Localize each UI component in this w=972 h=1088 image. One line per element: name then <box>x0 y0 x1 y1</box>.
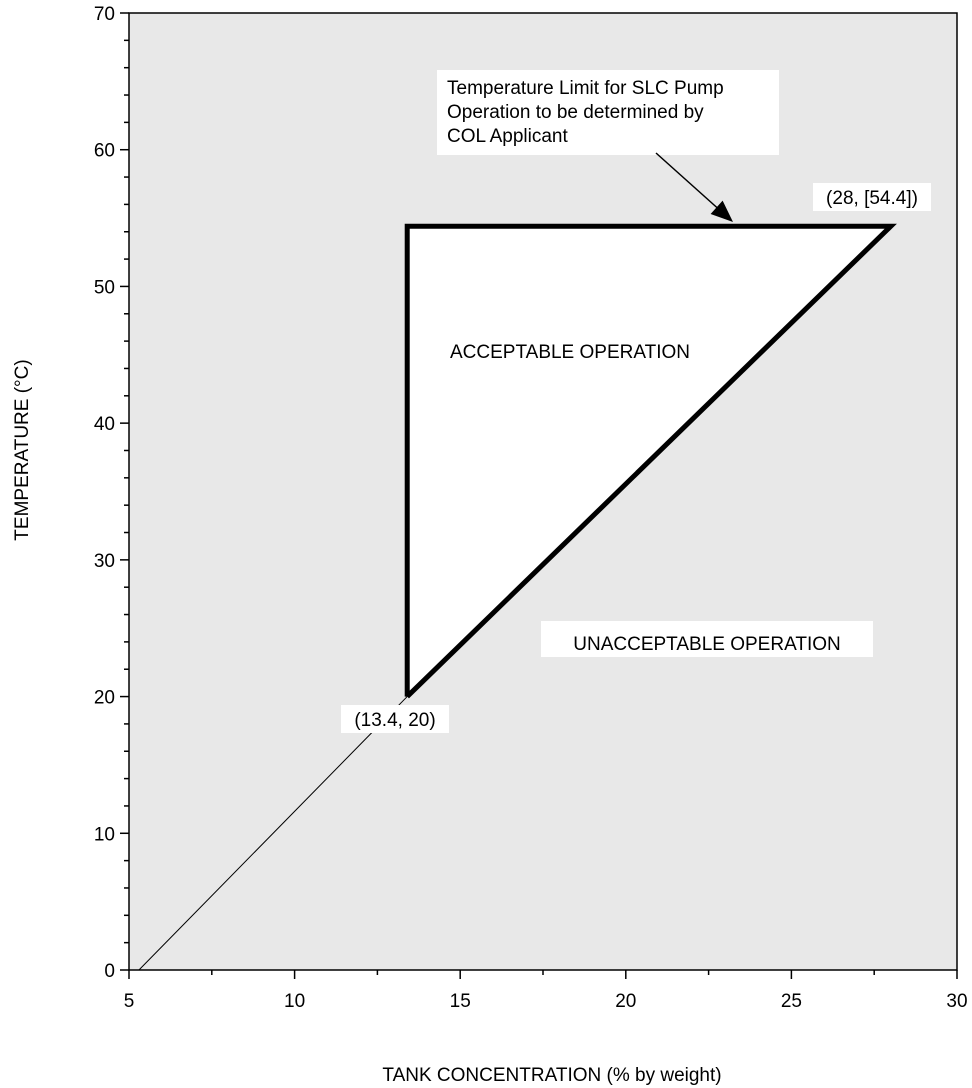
x-tick-label: 15 <box>450 991 471 1012</box>
y-axis-title: TEMPERATURE (°C) <box>12 359 33 540</box>
x-tick-label: 30 <box>946 991 967 1012</box>
limit-note-box <box>437 70 779 155</box>
y-tick-label: 50 <box>94 277 115 298</box>
limit-note-line: COL Applicant <box>447 126 568 147</box>
boundary-line <box>404 223 897 699</box>
y-tick-label: 10 <box>94 824 115 845</box>
unacceptable-label-box <box>541 621 873 657</box>
point-high-label-box <box>813 183 931 211</box>
point-low-label: (13.4, 20) <box>354 710 435 731</box>
extension-line <box>138 696 408 971</box>
y-tick-label: 70 <box>94 4 115 25</box>
y-tick-label: 40 <box>94 414 115 435</box>
y-tick-label: 20 <box>94 688 115 709</box>
y-tick-label: 60 <box>94 141 115 162</box>
y-tick-label: 0 <box>104 961 115 982</box>
x-tick-label: 10 <box>284 991 305 1012</box>
acceptable-label: ACCEPTABLE OPERATION <box>450 342 690 363</box>
point-low-label-box <box>341 705 449 733</box>
x-tick-label: 5 <box>124 991 135 1012</box>
x-tick-label: 25 <box>781 991 802 1012</box>
x-tick-label: 20 <box>615 991 636 1012</box>
limit-note-arrow <box>655 152 724 214</box>
x-axis-title: TANK CONCENTRATION (% by weight) <box>382 1065 721 1086</box>
unacceptable-label: UNACCEPTABLE OPERATION <box>573 634 840 655</box>
limit-note-line: Operation to be determined by <box>447 102 704 123</box>
annotations: (13.4, 20) (28, [54.4]) ACCEPTABLE OPERATI… <box>341 70 931 733</box>
y-tick-label: 30 <box>94 551 115 572</box>
point-high-label: (28, [54.4]) <box>826 188 918 209</box>
axes: 0 10 20 30 40 50 60 70 5 10 15 20 25 30 <box>94 4 968 1012</box>
arrowhead-icon <box>710 200 733 222</box>
limit-note-line: Temperature Limit for SLC Pump <box>447 78 724 99</box>
